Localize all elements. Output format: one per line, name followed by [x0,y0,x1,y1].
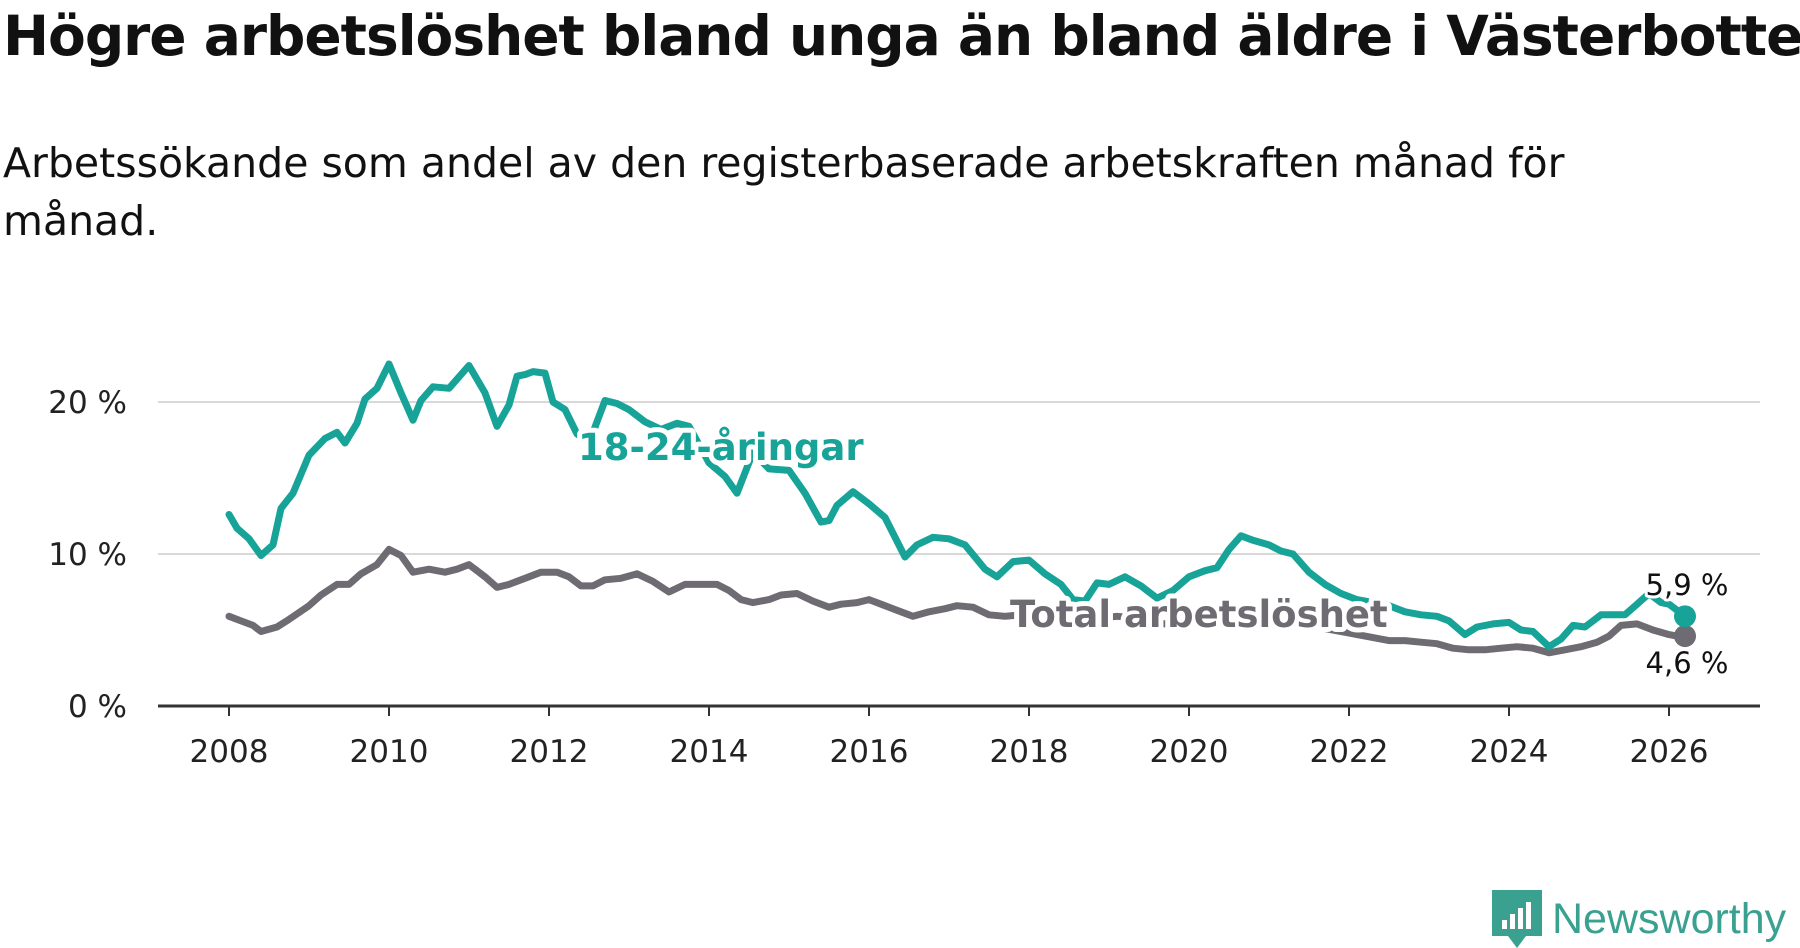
x-tick-label: 2010 [350,734,429,770]
series-label-total: Total arbetslöshet [1010,593,1388,636]
series-line-18-24 [225,360,1689,651]
series-label-18-24: 18-24-åringar [578,426,864,469]
y-tick-label: 0 % [68,689,127,725]
x-tick-label: 2022 [1310,734,1389,770]
y-tick-label: 10 % [48,537,127,573]
series-line-total [225,545,1689,657]
x-tick-label: 2014 [670,734,749,770]
newsworthy-logo-text: Newsworthy [1552,894,1787,943]
y-tick-label: 20 % [48,385,127,421]
end-value-label-total: 4,6 % [1646,646,1729,680]
chart-title: Högre arbetslöshet bland unga än bland ä… [3,4,1800,68]
end-point-18-24 [1674,605,1696,628]
grid-layer [158,401,1760,555]
label-layer: 18-24-åringar Total arbetslöshet 5,9 % 4,6 … [573,421,1731,683]
x-tick-label: 2026 [1630,734,1709,770]
x-tick-label: 2024 [1470,734,1549,770]
series-layer [225,360,1696,657]
end-point-total [1674,625,1696,648]
x-tick-label: 2018 [990,734,1069,770]
end-value-label-18-24: 5,9 % [1646,568,1729,602]
newsworthy-logo: Newsworthy [1492,890,1786,948]
chart-subtitle: Arbetssökande som andel av den registerb… [3,139,1565,245]
x-tick-label: 2016 [830,734,909,770]
axis-layer: 0 % 10 % 20 % 2008 2010 2012 2014 2016 2018 2020 2… [48,385,1760,770]
x-tick-label: 2012 [510,734,589,770]
newsworthy-logo-icon [1492,890,1542,948]
x-tick-label: 2008 [190,734,269,770]
x-tick-label: 2020 [1150,734,1229,770]
